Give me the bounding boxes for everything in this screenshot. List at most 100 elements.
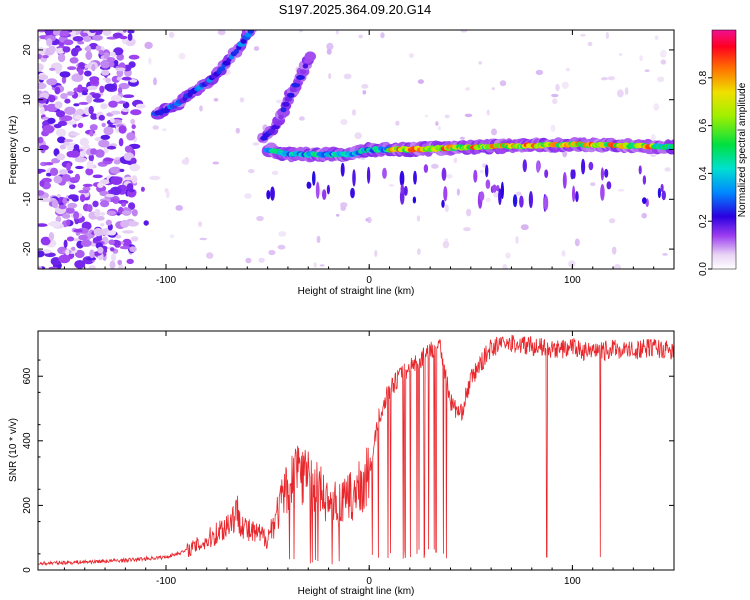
noise-blob [148, 175, 161, 181]
noise-blob [117, 199, 129, 205]
speckle-blob [650, 154, 656, 157]
speckle-blob [617, 189, 625, 192]
noise-blob [38, 266, 43, 269]
noise-blob [108, 198, 119, 203]
main-line-smear [340, 162, 345, 177]
heatmap-x-axis-label: Height of straight line (km) [298, 286, 415, 297]
speckle-blob [565, 67, 570, 72]
noise-blob [69, 132, 80, 136]
noise-blob [77, 122, 84, 129]
speckle-blob [491, 128, 497, 136]
noise-blob [89, 30, 97, 33]
main-line-smear [413, 170, 417, 185]
noise-blob [38, 37, 41, 42]
noise-blob [38, 82, 47, 90]
noise-blob [127, 30, 135, 34]
noise-blob [106, 57, 116, 63]
noise-blob [59, 144, 66, 150]
noise-blob [39, 180, 45, 187]
speckle-blob [444, 238, 449, 242]
main-line-smear [536, 160, 540, 173]
noise-blob [69, 150, 80, 158]
noise-blob [131, 175, 138, 184]
speckle-blob [298, 30, 304, 33]
speckle-blob [408, 53, 414, 58]
noise-blob [90, 148, 98, 155]
upward-ridge-core [218, 66, 226, 72]
noise-blob [100, 59, 111, 69]
noise-blob [44, 252, 56, 258]
speckle-blob [360, 157, 365, 160]
speckle-blob [446, 174, 453, 179]
speckle-blob [316, 235, 321, 244]
colorbar-label: Normalized spectral amplitude [737, 82, 748, 217]
noise-blob [57, 129, 66, 138]
noise-blob [105, 77, 111, 84]
main-line-smear [441, 199, 445, 208]
noise-blob [62, 46, 71, 53]
speckle-blob [416, 215, 421, 222]
colorbar-tick-label: 0.8 [698, 70, 709, 84]
noise-blob [61, 213, 71, 219]
speckle-blob [653, 103, 660, 111]
noise-blob [85, 168, 94, 176]
noise-blob [48, 94, 56, 103]
speckle-blob [162, 128, 167, 132]
noise-blob [122, 230, 134, 234]
speckle-blob [395, 120, 400, 126]
noise-blob [85, 51, 93, 60]
speckle-blob [199, 237, 207, 241]
main-line-smear [528, 191, 534, 209]
speckle-blob [552, 98, 558, 105]
noise-blob [103, 52, 110, 59]
noise-blob [52, 30, 61, 36]
speckle-blob [561, 250, 566, 257]
speckle-blob [493, 192, 499, 198]
noise-blob [126, 132, 136, 141]
noise-blob [124, 176, 133, 181]
noise-blob [93, 237, 103, 242]
speckle-blob [206, 252, 214, 259]
speckle-blob [354, 132, 362, 140]
main-line-smear [657, 187, 662, 199]
noise-blob [106, 145, 117, 150]
noise-blob [62, 174, 71, 182]
noise-blob [74, 173, 81, 182]
noise-blob [97, 246, 104, 254]
chart-title: S197.2025.364.09.20.G14 [278, 2, 432, 17]
noise-blob [100, 223, 105, 227]
speckle-blob [365, 218, 370, 222]
snr-y-tick-label: 0 [22, 567, 33, 573]
noise-blob [127, 33, 133, 41]
speckle-blob [166, 190, 170, 199]
noise-blob [81, 92, 88, 96]
noise-blob [95, 149, 105, 158]
main-line-smear [519, 195, 524, 208]
speckle-blob [168, 31, 175, 38]
noise-blob [69, 184, 76, 190]
noise-blob [44, 30, 53, 36]
noise-blob [38, 47, 46, 55]
noise-blob [78, 101, 89, 105]
speckle-blob [212, 161, 220, 165]
secondary-ridge-core [291, 82, 301, 88]
noise-blob [119, 245, 131, 250]
main-line-smear [306, 181, 311, 189]
noise-blob [71, 47, 79, 57]
snr-y-tick-label: 600 [22, 367, 33, 384]
speckle-blob [444, 114, 450, 119]
colorbar-tick-label: 0.4 [698, 166, 709, 180]
heatmap-y-tick-label: 20 [22, 44, 33, 56]
snr-y-tick-label: 200 [22, 497, 33, 514]
secondary-ridge-core [278, 114, 284, 120]
noise-blob [61, 76, 67, 84]
speckle-blob [444, 204, 449, 213]
noise-blob [86, 160, 94, 170]
speckle-blob [336, 213, 340, 217]
noise-blob [64, 139, 74, 143]
noise-blob [105, 193, 115, 198]
noise-blob [96, 215, 105, 221]
speckle-blob [607, 76, 616, 81]
noise-blob [124, 145, 133, 153]
